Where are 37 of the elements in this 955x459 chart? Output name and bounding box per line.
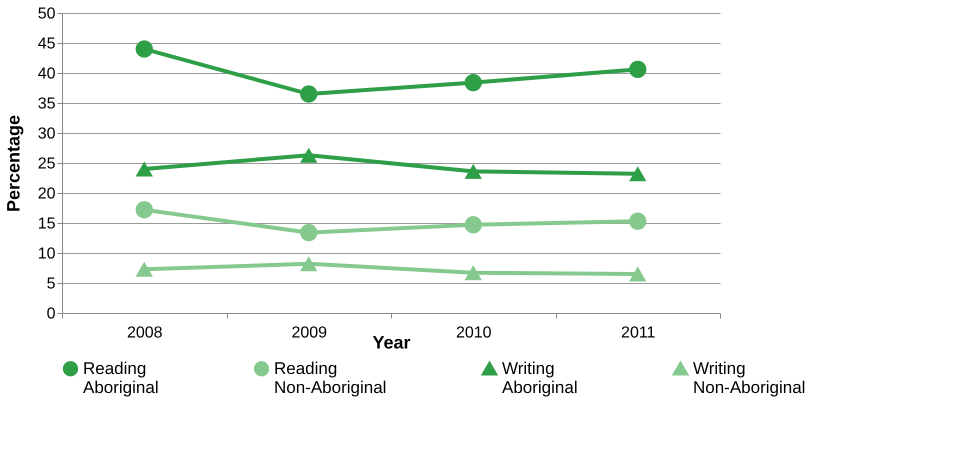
y-tick-label: 45 [38, 36, 56, 52]
x-tick-label: 2011 [621, 324, 656, 342]
point [629, 266, 646, 282]
legend-label: Writing Aboriginal [502, 358, 578, 397]
point [464, 265, 482, 280]
x-axis-title: Year [372, 332, 411, 352]
point [136, 262, 153, 277]
x-tick-label: 2010 [456, 324, 492, 342]
y-tick-label: 15 [38, 216, 56, 232]
y-tick-label: 20 [38, 186, 56, 202]
point [464, 216, 482, 234]
y-tick-label: 50 [38, 6, 56, 22]
x-tick-label: 2009 [291, 324, 328, 342]
point [300, 256, 318, 272]
point [300, 85, 318, 103]
point [629, 212, 646, 230]
point [629, 60, 646, 78]
point [136, 40, 153, 58]
y-tick-label: 0 [46, 306, 56, 322]
legend-label: Reading Non-Aboriginal [274, 358, 386, 397]
legend-label: Reading Aboriginal [83, 358, 159, 397]
point [136, 162, 153, 176]
legend-label: Writing Non-Aboriginal [693, 358, 806, 397]
y-tick-label: 40 [38, 66, 56, 82]
point [464, 74, 482, 92]
x-tick-label: 2008 [126, 324, 163, 342]
y-tick-label: 35 [38, 96, 56, 112]
point [300, 224, 318, 242]
point [464, 164, 482, 179]
point [300, 148, 318, 163]
y-tick-label: 30 [38, 126, 56, 142]
y-tick-label: 10 [38, 246, 56, 262]
point [629, 166, 646, 182]
y-tick-label: 25 [38, 156, 56, 172]
point [136, 201, 153, 218]
y-tick-label: 5 [46, 276, 56, 292]
y-axis-title: Percentage [4, 114, 24, 212]
